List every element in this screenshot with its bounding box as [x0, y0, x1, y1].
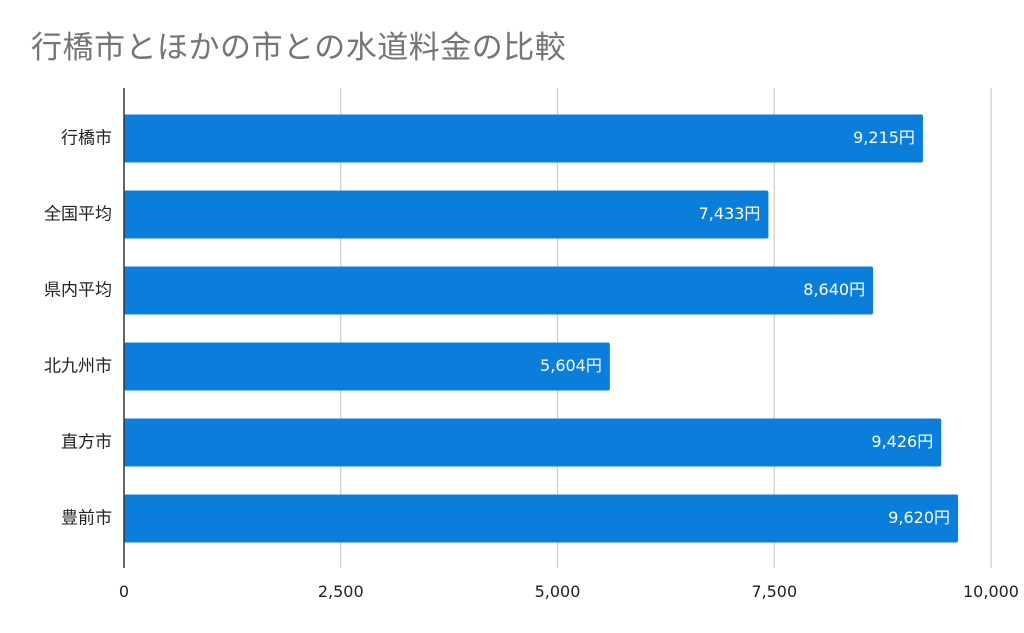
- x-tick-label-2: 5,000: [535, 582, 581, 601]
- data-label-2: 8,640円: [803, 280, 865, 299]
- bar-2: [124, 266, 874, 315]
- data-label-1: 7,433円: [699, 204, 761, 223]
- x-tick-label-1: 2,500: [318, 582, 364, 601]
- category-label-0: 行橋市: [61, 129, 112, 149]
- data-label-0: 9,215円: [853, 128, 915, 147]
- category-label-5: 豊前市: [61, 509, 112, 529]
- bar-3: [124, 342, 610, 391]
- bar-5: [124, 494, 959, 543]
- bar-1: [124, 190, 769, 239]
- chart-title: 行橋市とほかの市との水道料金の比較: [31, 30, 567, 66]
- category-label-1: 全国平均: [44, 205, 112, 225]
- category-label-2: 県内平均: [44, 281, 112, 301]
- x-tick-label-4: 10,000: [963, 582, 1019, 601]
- grid-lines: [340, 88, 992, 568]
- data-label-4: 9,426円: [871, 432, 933, 451]
- bars: [124, 114, 959, 543]
- bar-0: [124, 114, 923, 163]
- data-label-3: 5,604円: [540, 356, 602, 375]
- category-label-3: 北九州市: [44, 357, 112, 377]
- x-tick-label-3: 7,500: [751, 582, 797, 601]
- bar-4: [124, 418, 942, 467]
- data-label-5: 9,620円: [888, 508, 950, 527]
- x-tick-label-0: 0: [119, 582, 129, 601]
- category-label-4: 直方市: [61, 433, 112, 453]
